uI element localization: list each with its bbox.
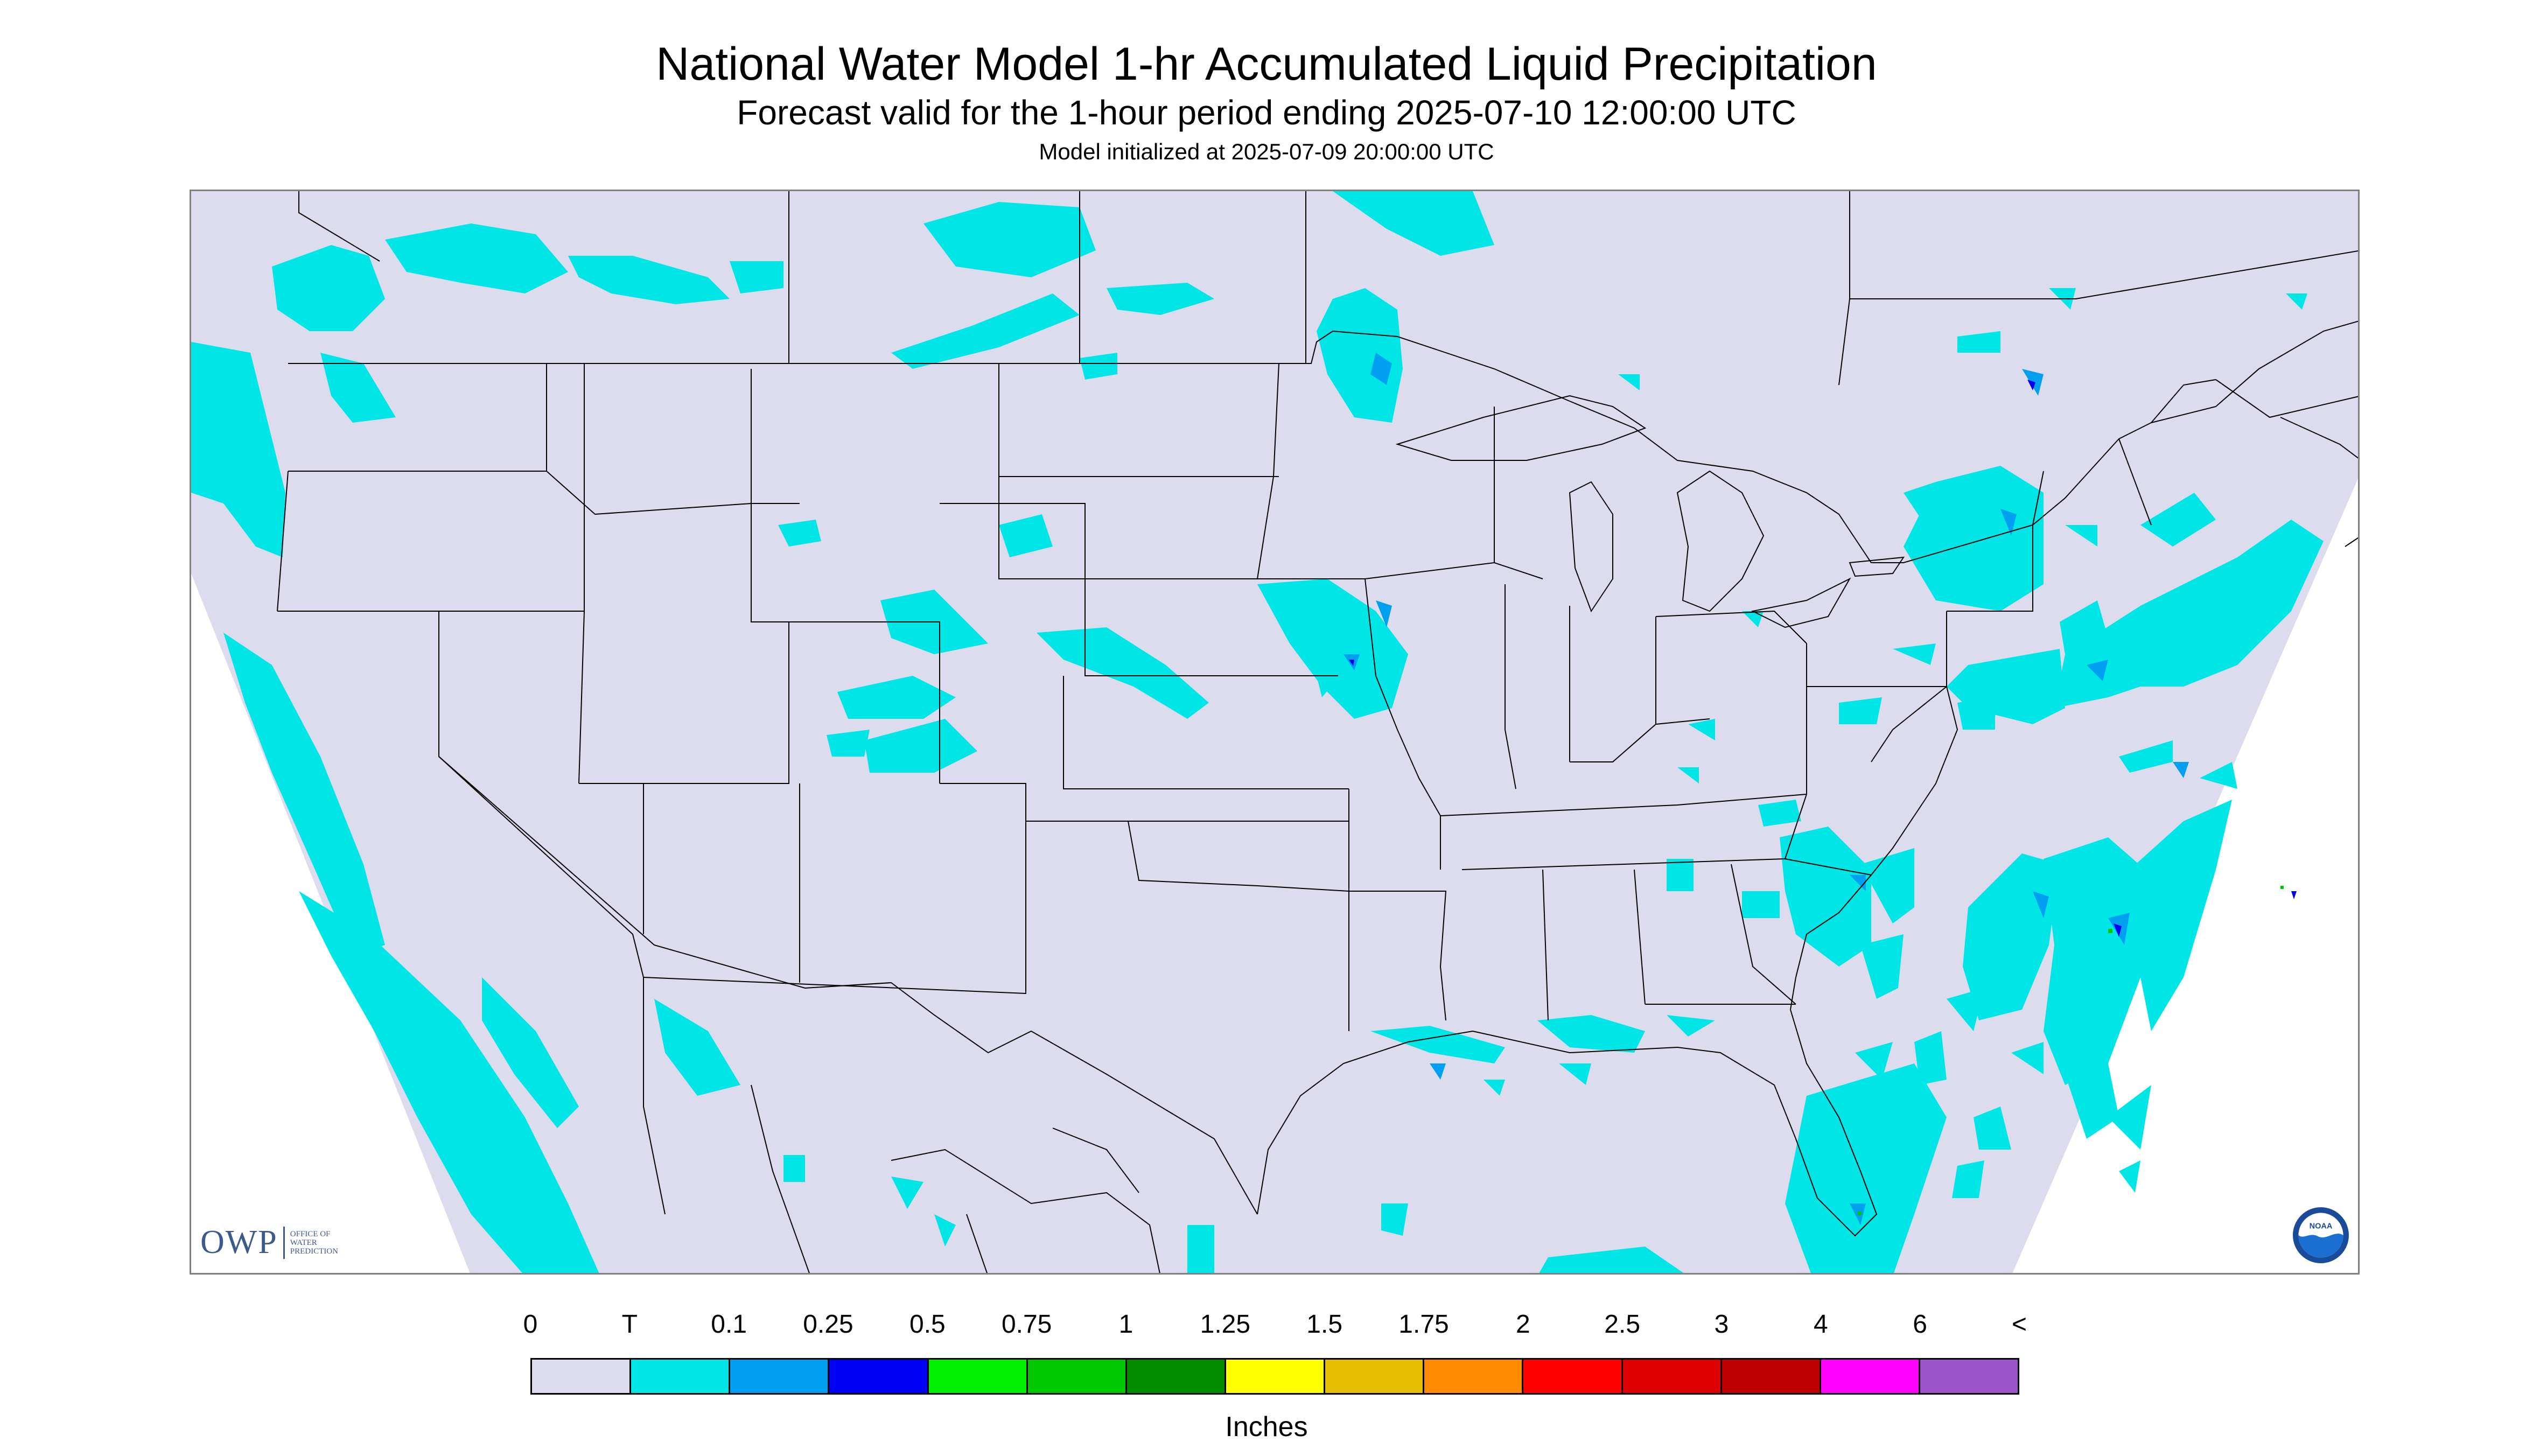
legend-swatch: [1424, 1360, 1524, 1393]
legend-swatch: [928, 1360, 1028, 1393]
legend-tick-label: 1: [1118, 1310, 1133, 1339]
legend-tick-label: 2.5: [1604, 1310, 1641, 1339]
legend-swatch: [1027, 1360, 1127, 1393]
map-subtitle: Forecast valid for the 1-hour period end…: [737, 93, 1796, 132]
owp-logo: OWP OFFICE OF WATER PREDICTION: [200, 1223, 360, 1262]
legend-tick-label: 0: [523, 1310, 538, 1339]
legend-swatch: [1325, 1360, 1425, 1393]
legend-tick-label: 0.75: [1001, 1310, 1052, 1339]
legend-swatch: [1920, 1360, 2018, 1393]
owp-logo-mark: OWP: [200, 1224, 278, 1261]
owp-logo-divider: [283, 1226, 285, 1259]
map-title: National Water Model 1-hr Accumulated Li…: [656, 38, 1877, 90]
model-domain: [191, 191, 2358, 1273]
legend-labels: 0 T 0.1 0.25 0.5 0.75 1 1.25 1.5 1.75 2 2.5 3 4 6 <: [0, 1310, 2533, 1347]
legend-swatch: [730, 1360, 830, 1393]
legend-tick-label: 1.75: [1398, 1310, 1449, 1339]
intense-precip-cells: [1858, 886, 2284, 1215]
precipitation-map: [190, 190, 2360, 1275]
precipitation-trace-areas: [191, 191, 2324, 1273]
legend-tick-label: 0.5: [909, 1310, 946, 1339]
owp-logo-line-2: WATER: [290, 1238, 317, 1247]
legend-swatch: [1226, 1360, 1326, 1393]
legend-tick-label: 6: [1913, 1310, 1928, 1339]
noaa-logo: NOAA: [2293, 1207, 2349, 1263]
state-and-country-boundaries: [277, 191, 2358, 1273]
legend-swatch: [631, 1360, 731, 1393]
noaa-logo-text: NOAA: [2310, 1222, 2333, 1231]
legend-tick-label: 2: [1515, 1310, 1530, 1339]
legend-swatch: [1126, 1360, 1226, 1393]
map-canvas: [191, 191, 2358, 1273]
owp-logo-line-3: PREDICTION: [290, 1247, 338, 1256]
legend-swatch: [1523, 1360, 1623, 1393]
legend-tick-label: 3: [1714, 1310, 1729, 1339]
legend-swatch: [1821, 1360, 1920, 1393]
legend-tick-label: 1.25: [1200, 1310, 1251, 1339]
legend-tick-label: <: [2011, 1310, 2027, 1339]
legend-units: Inches: [1225, 1411, 1308, 1443]
legend-tick-label: T: [621, 1310, 638, 1339]
legend-tick-label: 1.5: [1306, 1310, 1343, 1339]
legend-tick-label: 0.25: [803, 1310, 853, 1339]
legend-tick-label: 4: [1813, 1310, 1828, 1339]
legend-swatch: [1722, 1360, 1821, 1393]
legend-swatch: [829, 1360, 929, 1393]
legend-tick-label: 0.1: [711, 1310, 747, 1339]
owp-logo-line-1: OFFICE OF: [290, 1229, 331, 1238]
init-time: Model initialized at 2025-07-09 20:00:00…: [1039, 139, 1494, 164]
legend-swatch: [1622, 1360, 1722, 1393]
legend-swatch: [532, 1360, 632, 1393]
owp-logo-text: OFFICE OF WATER PREDICTION: [290, 1230, 360, 1256]
color-legend: [530, 1358, 2019, 1395]
heavy-precip-cells: [1349, 380, 2297, 937]
